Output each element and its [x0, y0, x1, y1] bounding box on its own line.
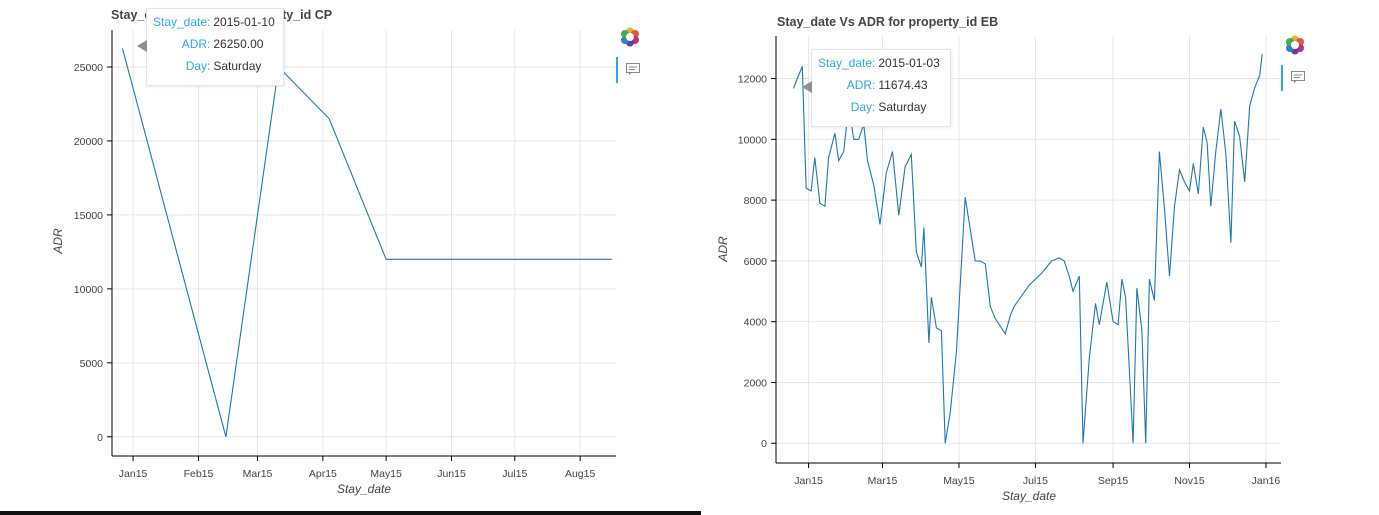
- grid-lines: [112, 30, 616, 456]
- y-tick-label: 6000: [744, 256, 768, 268]
- tooltip-value: 2015-01-03: [878, 56, 940, 70]
- x-tick-label: May15: [943, 475, 975, 487]
- y-tick-label: 8000: [744, 195, 768, 207]
- window-bottom-edge: [0, 511, 701, 515]
- hover-tool-icon[interactable]: [1291, 71, 1305, 83]
- tooltip-value: 2015-01-10: [213, 15, 275, 29]
- x-tick-label: Nov15: [1174, 475, 1205, 487]
- y-tick-label: 20000: [74, 136, 103, 148]
- y-tick-label: 0: [97, 432, 103, 444]
- tooltip-key: Day:: [850, 100, 876, 114]
- x-ticks: Jan15 Feb15 Mar15 Apr15 May15 Jun15 Jul15 Aug15: [119, 456, 596, 480]
- y-tick-label: 10000: [74, 284, 103, 296]
- x-tick-label: Jan15: [794, 475, 823, 487]
- y-ticks: 0 2000 4000 6000 8000 10000 12000: [738, 74, 776, 450]
- y-tick-label: 0: [761, 438, 767, 450]
- tooltip-row: Day: Saturday: [153, 59, 275, 81]
- x-axis-label: Stay_date: [337, 482, 391, 496]
- tooltip-key: ADR:: [846, 78, 876, 92]
- tooltip-row: Day: Saturday: [818, 100, 940, 122]
- tooltip-value: 11674.43: [878, 78, 928, 92]
- tooltip-value: Saturday: [213, 59, 262, 73]
- tooltip-row: Stay_date: 2015-01-03: [818, 56, 940, 78]
- y-tick-label: 10000: [738, 134, 767, 146]
- bokeh-logo-icon[interactable]: [620, 27, 640, 47]
- x-tick-label: Feb15: [184, 468, 214, 480]
- tooltip-value: 26250.00: [213, 37, 264, 51]
- toolbar-right: [1285, 35, 1309, 60]
- tooltip-pointer: [137, 40, 147, 52]
- x-tick-label: Jan15: [119, 468, 148, 480]
- x-tick-label: Jul15: [1023, 475, 1048, 487]
- toolbar-active-indicator: [1281, 65, 1283, 91]
- y-tick-label: 25000: [74, 62, 103, 74]
- x-tick-label: May15: [370, 468, 402, 480]
- x-tick-label: Jan16: [1252, 475, 1281, 487]
- y-tick-label: 12000: [738, 74, 767, 86]
- x-axis-label: Stay_date: [1002, 489, 1056, 503]
- tooltip-value: Saturday: [878, 100, 927, 114]
- series-line[interactable]: [121, 48, 612, 437]
- y-tick-label: 5000: [80, 358, 104, 370]
- tooltip-key: ADR:: [181, 37, 211, 51]
- x-tick-label: Apr15: [309, 468, 337, 480]
- hover-tooltip: Stay_date: 2015-01-03 ADR: 11674.43 Day:…: [802, 49, 951, 127]
- x-tick-label: Sep15: [1098, 475, 1129, 487]
- tooltip-row: ADR: 26250.00: [153, 37, 275, 59]
- chart-left[interactable]: Stay_date Vs ADR for property_id CP 0500…: [0, 0, 700, 515]
- tooltip-pointer: [802, 81, 812, 93]
- x-ticks: Jan15 Mar15 May15 Jul15 Sep15 Nov15 Jan16: [794, 463, 1280, 487]
- y-tick-label: 2000: [744, 377, 768, 389]
- chart-title: Stay_date Vs ADR for property_id EB: [777, 15, 998, 29]
- tooltip-row: ADR: 11674.43: [818, 78, 940, 100]
- bokeh-logo-icon[interactable]: [1285, 35, 1305, 55]
- y-tick-label: 4000: [744, 317, 768, 329]
- x-tick-label: Mar15: [868, 475, 898, 487]
- tooltip-row: Stay_date: 2015-01-10: [153, 15, 275, 37]
- hover-tooltip: Stay_date: 2015-01-10 ADR: 26250.00 Day:…: [137, 8, 284, 86]
- tooltip-key: Stay_date:: [818, 56, 876, 70]
- tooltip-key: Day:: [185, 59, 211, 73]
- x-tick-label: Jun15: [437, 468, 466, 480]
- y-axis-label: ADR: [716, 236, 730, 263]
- toolbar-left: [620, 27, 644, 52]
- x-tick-label: Jul15: [502, 468, 527, 480]
- toolbar-active-indicator: [616, 57, 618, 83]
- tooltip-key: Stay_date:: [153, 15, 211, 29]
- hover-tool-icon[interactable]: [626, 63, 640, 75]
- y-axis-label: ADR: [51, 228, 65, 255]
- x-tick-label: Aug15: [565, 468, 596, 480]
- x-tick-label: Mar15: [243, 468, 273, 480]
- y-ticks: 0 5000 10000 15000 20000 25000: [74, 62, 112, 444]
- y-tick-label: 15000: [74, 210, 103, 222]
